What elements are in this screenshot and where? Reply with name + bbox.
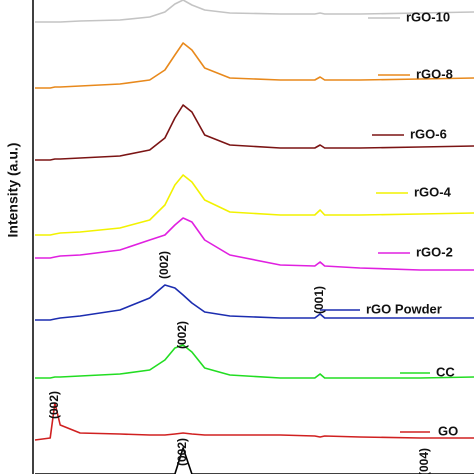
peak-annotation: (002) bbox=[175, 438, 189, 466]
legend-label: rGO-6 bbox=[410, 126, 447, 141]
legend-label: GO bbox=[438, 423, 458, 438]
legend-label: CC bbox=[436, 364, 455, 379]
legend-label: rGO-8 bbox=[416, 66, 453, 81]
series-line bbox=[34, 402, 474, 441]
series-line bbox=[35, 174, 474, 236]
peak-annotation: (002) bbox=[47, 391, 61, 419]
peak-annotation: (002) bbox=[157, 251, 171, 279]
series-line bbox=[35, 344, 474, 379]
peak-annotation: (002) bbox=[175, 321, 189, 349]
series-line bbox=[35, 447, 474, 474]
legend-label: rGO-10 bbox=[406, 9, 450, 24]
legend-label: rGO-2 bbox=[416, 244, 453, 259]
peak-annotation: (001) bbox=[312, 286, 326, 314]
peak-annotation: (004) bbox=[417, 448, 431, 474]
series-line bbox=[35, 284, 474, 321]
series-line bbox=[35, 217, 474, 271]
series-line bbox=[35, 42, 474, 89]
y-axis-label: Intensity (a.u.) bbox=[5, 143, 21, 238]
series-line bbox=[35, 0, 474, 23]
legend-label: rGO Powder bbox=[366, 301, 442, 316]
series-line bbox=[35, 104, 474, 161]
legend-label: rGO-4 bbox=[414, 184, 452, 199]
